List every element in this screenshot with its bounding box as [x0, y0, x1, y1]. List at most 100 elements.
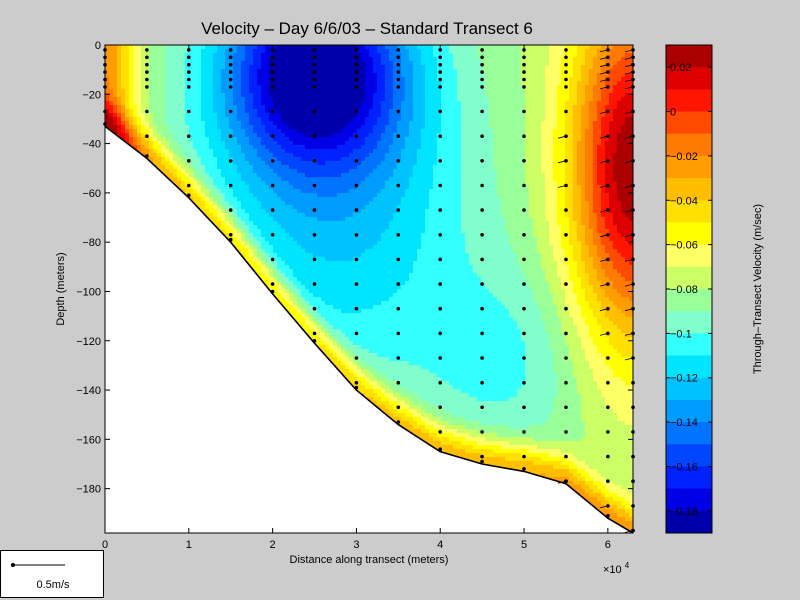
contour-cell	[393, 401, 398, 406]
contour-cell	[381, 265, 386, 270]
contour-cell	[361, 133, 366, 138]
contour-cell	[345, 357, 350, 362]
contour-cell	[389, 405, 394, 410]
contour-cell	[281, 237, 286, 242]
contour-cell	[397, 253, 402, 258]
contour-cell	[381, 365, 386, 370]
contour-cell	[241, 165, 246, 170]
contour-cell	[193, 169, 198, 174]
contour-cell	[337, 97, 342, 102]
contour-cell	[413, 233, 418, 238]
contour-cell	[385, 325, 390, 330]
contour-cell	[321, 185, 326, 190]
contour-cell	[113, 93, 118, 98]
contour-cell	[321, 297, 326, 302]
contour-cell	[253, 77, 258, 82]
contour-cell	[221, 205, 226, 210]
contour-cell	[405, 185, 410, 190]
contour-cell	[381, 89, 386, 94]
contour-cell	[321, 89, 326, 94]
contour-cell	[345, 181, 350, 186]
contour-cell	[417, 221, 422, 226]
contour-cell	[133, 137, 138, 142]
contour-cell	[185, 73, 190, 78]
contour-cell	[381, 237, 386, 242]
contour-cell	[405, 205, 410, 210]
contour-cell	[221, 65, 226, 70]
contour-cell	[165, 173, 170, 178]
contour-cell	[409, 241, 414, 246]
contour-cell	[289, 161, 294, 166]
contour-cell	[413, 141, 418, 146]
contour-cell	[225, 165, 230, 170]
contour-cell	[261, 229, 266, 234]
contour-cell	[145, 101, 150, 106]
contour-cell	[337, 277, 342, 282]
contour-cell	[149, 93, 154, 98]
contour-cell	[405, 405, 410, 410]
contour-cell	[397, 301, 402, 306]
contour-cell	[281, 137, 286, 142]
contour-cell	[397, 261, 402, 266]
contour-cell	[357, 245, 362, 250]
contour-cell	[397, 353, 402, 358]
contour-cell	[313, 185, 318, 190]
contour-cell	[189, 49, 194, 54]
contour-cell	[409, 305, 414, 310]
contour-cell	[377, 149, 382, 154]
contour-cell	[273, 133, 278, 138]
contour-cell	[409, 405, 414, 410]
contour-cell	[385, 45, 390, 50]
contour-cell	[285, 257, 290, 262]
contour-cell	[353, 201, 358, 206]
contour-cell	[329, 257, 334, 262]
contour-cell	[301, 97, 306, 102]
contour-cell	[117, 57, 122, 62]
contour-cell	[329, 249, 334, 254]
contour-cell	[253, 185, 258, 190]
contour-cell	[209, 73, 214, 78]
contour-cell	[205, 93, 210, 98]
contour-cell	[301, 289, 306, 294]
contour-cell	[365, 329, 370, 334]
contour-cell	[381, 297, 386, 302]
contour-cell	[281, 73, 286, 78]
contour-cell	[373, 137, 378, 142]
contour-cell	[325, 177, 330, 182]
contour-cell	[373, 313, 378, 318]
contour-cell	[317, 77, 322, 82]
contour-cell	[333, 349, 338, 354]
contour-cell	[397, 245, 402, 250]
contour-cell	[285, 77, 290, 82]
contour-cell	[205, 61, 210, 66]
contour-cell	[273, 165, 278, 170]
contour-cell	[385, 225, 390, 230]
contour-cell	[337, 337, 342, 342]
contour-cell	[233, 225, 238, 230]
contour-cell	[373, 185, 378, 190]
contour-cell	[177, 165, 182, 170]
contour-cell	[309, 137, 314, 142]
contour-cell	[361, 49, 366, 54]
contour-cell	[377, 341, 382, 346]
contour-cell	[273, 129, 278, 134]
contour-cell	[209, 81, 214, 86]
contour-cell	[417, 105, 422, 110]
contour-cell	[357, 389, 362, 394]
contour-cell	[349, 357, 354, 362]
contour-cell	[413, 85, 418, 90]
contour-cell	[257, 229, 262, 234]
contour-cell	[397, 189, 402, 194]
contour-cell	[401, 369, 406, 374]
contour-cell	[193, 177, 198, 182]
contour-cell	[373, 277, 378, 282]
contour-cell	[377, 181, 382, 186]
contour-cell	[329, 277, 334, 282]
contour-cell	[341, 265, 346, 270]
contour-cell	[289, 277, 294, 282]
contour-cell	[417, 401, 422, 406]
contour-cell	[261, 73, 266, 78]
contour-cell	[405, 237, 410, 242]
contour-cell	[349, 309, 354, 314]
contour-cell	[161, 97, 166, 102]
